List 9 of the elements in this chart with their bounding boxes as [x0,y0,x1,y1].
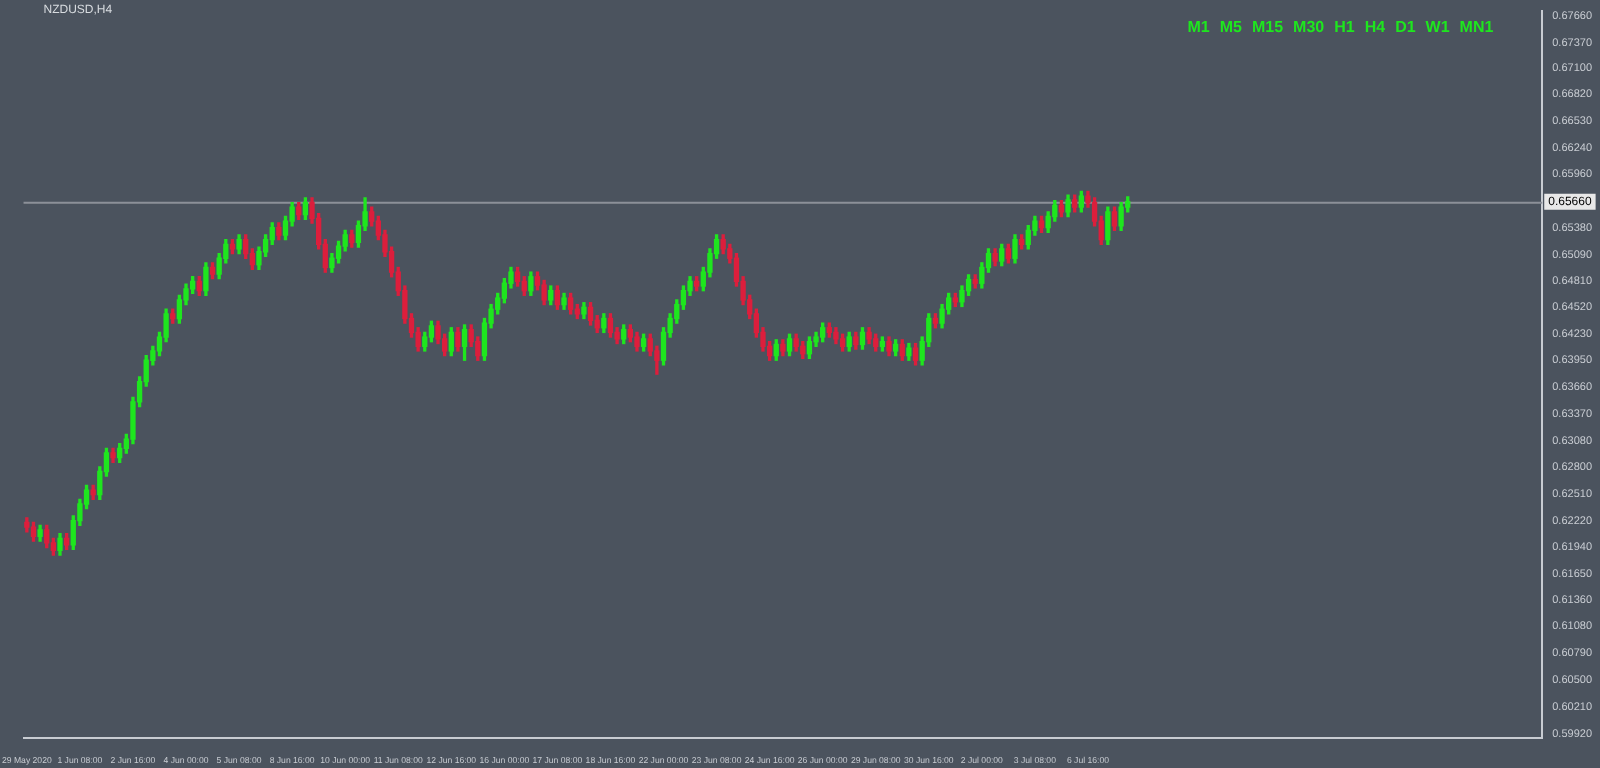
annotation: M1 [1187,18,1211,37]
annotation: MN1 [1459,18,1495,37]
annotation: W1 [1425,18,1451,37]
annotation: M30 [1293,18,1326,37]
annotation: D1 [1395,18,1417,37]
annotation: H1 [1334,18,1356,37]
annotation: H4 [1364,18,1387,37]
annotation: M5 [1219,18,1244,37]
annotation: M15 [1251,18,1285,37]
